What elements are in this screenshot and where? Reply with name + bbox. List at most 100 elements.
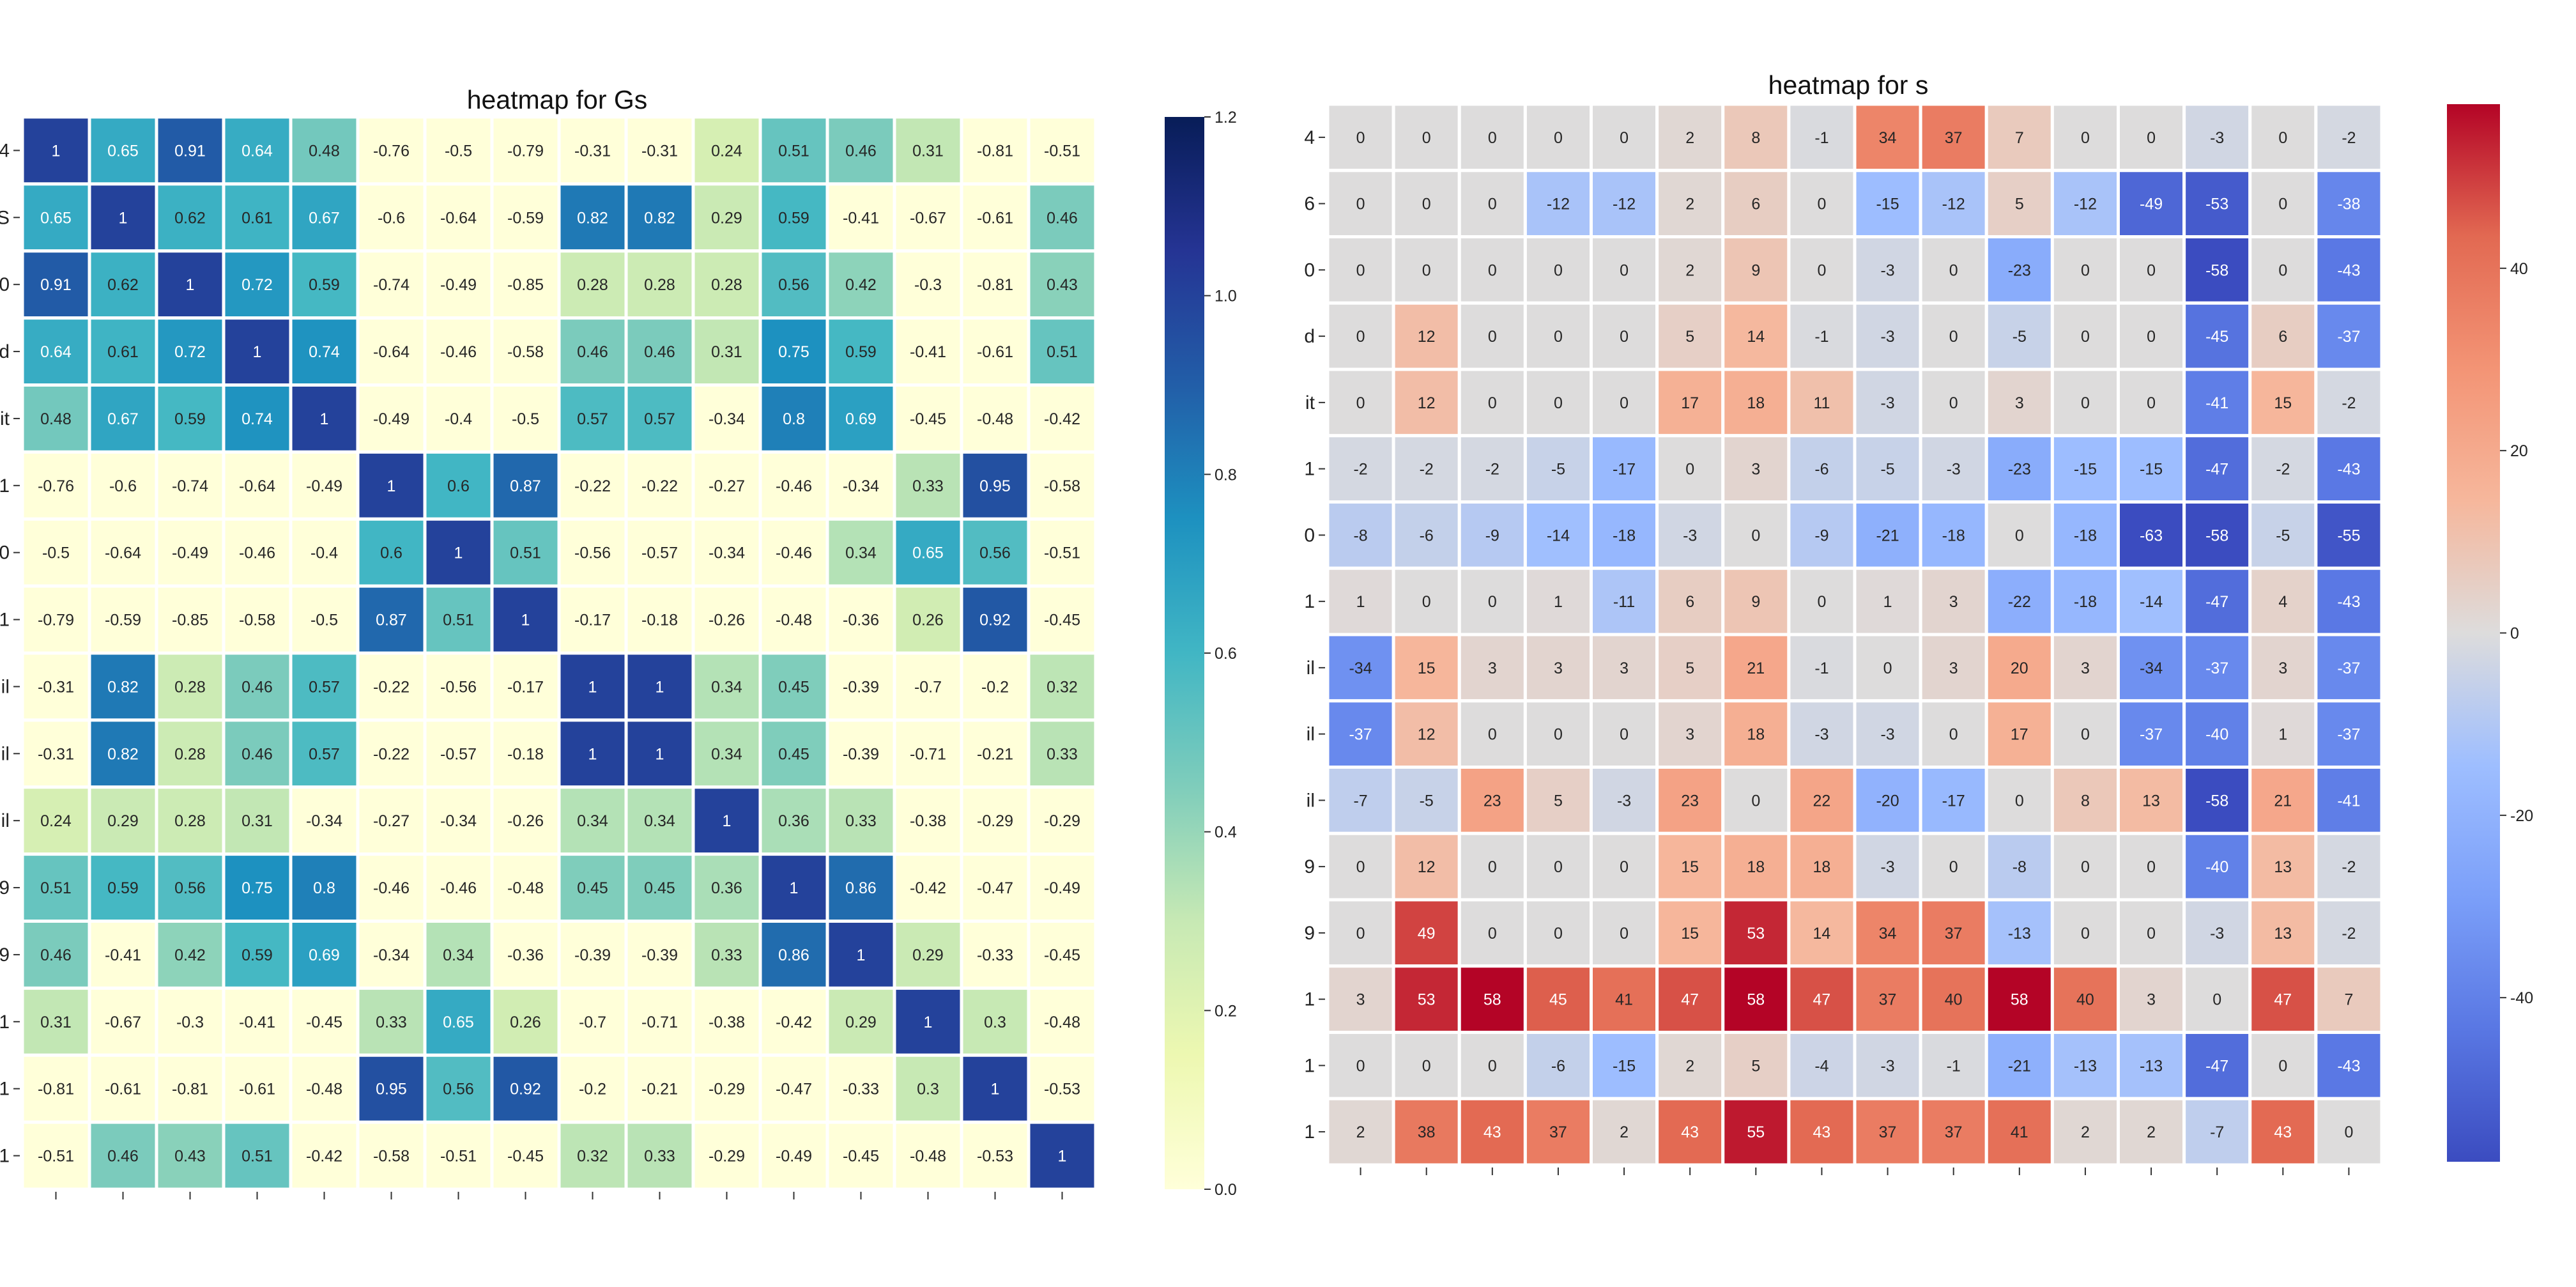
cell-value-label: 9 — [1751, 593, 1760, 611]
cell-value-label: 0.95 — [376, 1081, 407, 1098]
heatmap-cell: 0.46 — [1027, 182, 1098, 253]
cell-value-label: 0 — [1488, 261, 1497, 279]
heatmap-s-row-labels: 4 6 0 d it 1 0 1 il il il 9 9 1 1 1 — [1304, 127, 1325, 1143]
row-label: 9 — [0, 944, 10, 966]
cell-fill — [1523, 1031, 1593, 1100]
cell-fill — [825, 383, 896, 454]
cell-value-label: -0.45 — [910, 410, 946, 428]
cell-value-label: -0.46 — [776, 477, 812, 495]
heatmap-cell: 0.33 — [825, 785, 896, 856]
cell-value-label: 23 — [1483, 792, 1501, 810]
heatmap-cell: -6 — [1392, 500, 1461, 570]
heatmap-cell: -0.39 — [825, 651, 896, 722]
heatmap-cell: 0.69 — [825, 383, 896, 454]
heatmap-cell: 0.57 — [557, 383, 628, 454]
heatmap-cell: -41 — [2182, 367, 2252, 438]
cell-value-label: -18 — [1613, 527, 1636, 544]
cell-value-label: -55 — [2337, 527, 2360, 544]
heatmap-cell: 0 — [1523, 367, 1593, 438]
cell-value-label: 5 — [1554, 792, 1563, 810]
heatmap-s-column-ticks — [1360, 1168, 2350, 1175]
cell-value-label: -0.22 — [373, 745, 410, 763]
heatmap-cell: -0.46 — [222, 517, 293, 588]
heatmap-cell: -0.21 — [960, 718, 1031, 789]
heatmap-cell: -0.33 — [960, 920, 1031, 990]
cell-value-label: 13 — [2274, 925, 2292, 943]
cell-fill — [2248, 566, 2318, 636]
heatmap-cell: -58 — [2182, 235, 2252, 305]
cell-value-label: 0.34 — [644, 812, 675, 830]
heatmap-cell: 0.57 — [289, 651, 360, 722]
cell-value-label: -2 — [2342, 925, 2356, 943]
heatmap-cell: 0.82 — [88, 651, 158, 722]
cell-value-label: -0.76 — [38, 477, 74, 495]
cell-value-label: 0 — [1356, 196, 1365, 213]
heatmap-cell: -0.56 — [423, 651, 494, 722]
cell-fill — [1392, 235, 1461, 305]
cell-value-label: 0 — [1620, 925, 1629, 943]
cell-value-label: 0.65 — [912, 544, 944, 562]
cell-value-label: 1 — [1554, 593, 1563, 611]
cell-fill — [222, 584, 293, 655]
heatmap-cell: -0.42 — [289, 1120, 360, 1191]
cell-value-label: 1 — [790, 879, 799, 897]
heatmap-cell: -14 — [1523, 500, 1593, 570]
heatmap-cell: -0.48 — [1027, 986, 1098, 1057]
heatmap-cell: 1 — [1027, 1120, 1098, 1191]
cell-value-label: -0.48 — [977, 410, 1013, 428]
cell-value-label: 0 — [2147, 925, 2156, 943]
cell-fill — [155, 718, 226, 789]
cell-fill — [2314, 964, 2384, 1034]
cell-value-label: 0.51 — [778, 142, 809, 160]
cell-fill — [1523, 566, 1593, 636]
cell-value-label: -0.36 — [843, 612, 879, 629]
cell-fill — [1457, 1097, 1527, 1167]
cell-fill — [2050, 964, 2120, 1034]
heatmap-cell: 0.33 — [1027, 718, 1098, 789]
cell-fill — [758, 1053, 829, 1124]
heatmap-cell: -3 — [1655, 500, 1725, 570]
heatmap-cell: -15 — [1853, 169, 1922, 238]
heatmap-cell: 5 — [1523, 766, 1593, 835]
cell-value-label: 0 — [1422, 261, 1431, 279]
heatmap-cell: 0 — [2050, 301, 2120, 371]
heatmap-cell: -0.58 — [356, 1120, 427, 1191]
cell-value-label: -17 — [1942, 792, 1965, 810]
heatmap-cell: 0.75 — [222, 852, 293, 923]
cell-value-label: -5 — [1551, 461, 1565, 479]
cell-value-label: 43 — [1813, 1123, 1831, 1141]
cell-value-label: -58 — [2205, 261, 2228, 279]
cell-value-label: 0.59 — [845, 343, 877, 361]
heatmap-cell: 0 — [1787, 566, 1857, 636]
row-label: 0 — [0, 543, 10, 564]
cell-value-label: 0 — [1949, 394, 1958, 412]
heatmap-cell: 23 — [1655, 766, 1725, 835]
heatmap-cell: -0.51 — [1027, 517, 1098, 588]
cell-fill — [624, 115, 695, 186]
cell-value-label: -0.79 — [38, 612, 74, 629]
cell-value-label: -0.29 — [1044, 812, 1080, 830]
cell-fill — [557, 584, 628, 655]
cell-fill — [825, 249, 896, 320]
cell-fill — [2117, 699, 2186, 769]
heatmap-cell: -0.49 — [289, 450, 360, 521]
cell-value-label: 0 — [1488, 858, 1497, 876]
heatmap-cell: -0.5 — [20, 517, 91, 588]
heatmap-cell: 0.42 — [155, 920, 226, 990]
cell-value-label: -3 — [1880, 261, 1894, 279]
cell-fill — [1984, 766, 2054, 835]
cell-value-label: 6 — [1751, 196, 1760, 213]
cell-fill — [289, 718, 360, 789]
cell-value-label: -0.48 — [910, 1148, 946, 1166]
heatmap-cell: 0.36 — [691, 852, 762, 923]
cell-value-label: 13 — [2142, 792, 2160, 810]
heatmap-cell: 0 — [2248, 169, 2318, 238]
cell-value-label: 0.48 — [309, 142, 340, 160]
cell-value-label: -5 — [1880, 461, 1894, 479]
heatmap-cell: 0.28 — [155, 651, 226, 722]
heatmap-cell: 0.31 — [222, 785, 293, 856]
cell-value-label: 0.86 — [778, 946, 809, 964]
cell-value-label: 22 — [1813, 792, 1831, 810]
heatmap-cell: -58 — [2182, 500, 2252, 570]
cell-value-label: -58 — [2205, 527, 2228, 544]
